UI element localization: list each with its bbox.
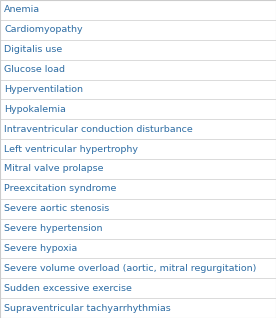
Text: Hyperventilation: Hyperventilation	[4, 85, 83, 94]
Text: Mitral valve prolapse: Mitral valve prolapse	[4, 164, 104, 173]
Text: Supraventricular tachyarrhythmias: Supraventricular tachyarrhythmias	[4, 304, 171, 313]
Text: Hypokalemia: Hypokalemia	[4, 105, 66, 114]
Text: Preexcitation syndrome: Preexcitation syndrome	[4, 184, 116, 193]
Text: Severe volume overload (aortic, mitral regurgitation): Severe volume overload (aortic, mitral r…	[4, 264, 256, 273]
Text: Intraventricular conduction disturbance: Intraventricular conduction disturbance	[4, 125, 193, 134]
Text: Sudden excessive exercise: Sudden excessive exercise	[4, 284, 132, 293]
Text: Left ventricular hypertrophy: Left ventricular hypertrophy	[4, 145, 138, 154]
Text: Glucose load: Glucose load	[4, 65, 65, 74]
Text: Anemia: Anemia	[4, 5, 40, 14]
Text: Cardiomyopathy: Cardiomyopathy	[4, 25, 83, 34]
Text: Severe hypertension: Severe hypertension	[4, 224, 103, 233]
Text: Digitalis use: Digitalis use	[4, 45, 62, 54]
Text: Severe aortic stenosis: Severe aortic stenosis	[4, 204, 109, 213]
Text: Severe hypoxia: Severe hypoxia	[4, 244, 77, 253]
